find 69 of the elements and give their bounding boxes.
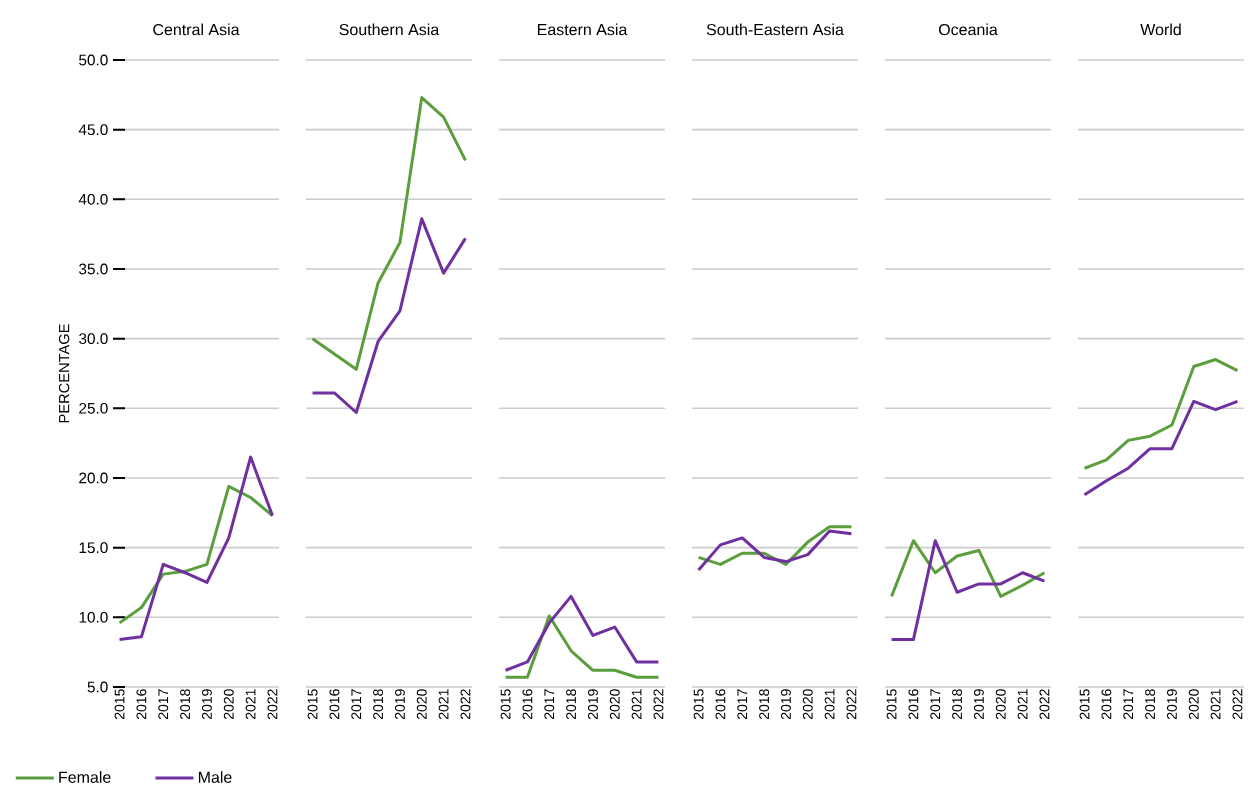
legend-label: Male — [198, 771, 232, 783]
line-series — [118, 484, 274, 625]
y-tick-label: 40.0 — [78, 193, 108, 205]
x-tick-label: 2020 — [1188, 689, 1199, 720]
y-tick-label: 50.0 — [79, 54, 108, 66]
x-tick-label: 2022 — [653, 689, 664, 720]
chart-title: Central Asia — [153, 23, 240, 36]
x-tick-label: 2020 — [416, 689, 427, 720]
y-tick-label: 5.0 — [87, 681, 108, 693]
x-tick-label: 2016 — [908, 689, 919, 720]
x-tick-label: 2018 — [1145, 689, 1156, 720]
x-tick-label: 2015 — [886, 689, 897, 720]
x-tick-label: 2019 — [394, 689, 405, 720]
x-tick-label: 2020 — [995, 689, 1006, 720]
chart-title: Oceania — [938, 23, 998, 36]
x-tick-label: 2017 — [544, 689, 555, 720]
legend-label: Female — [59, 771, 111, 783]
y-tick-label: 25.0 — [79, 402, 108, 414]
x-tick-label: 2017 — [351, 689, 362, 720]
x-tick-label: 2019 — [780, 689, 791, 720]
x-tick-label: 2021 — [631, 689, 642, 720]
x-tick-label: 2021 — [1017, 689, 1028, 720]
x-tick-label: 2022 — [1039, 689, 1050, 720]
x-tick-label: 2022 — [267, 689, 278, 720]
x-tick-label: 2016 — [329, 689, 340, 720]
x-tick-label: 2015 — [114, 689, 125, 720]
x-tick-label: 2015 — [307, 689, 318, 720]
x-tick-label: 2018 — [373, 689, 384, 720]
x-tick-label: 2016 — [1101, 689, 1112, 720]
line-series — [118, 455, 274, 642]
x-tick-label: 2021 — [245, 689, 256, 720]
x-tick-label: 2020 — [802, 689, 813, 720]
x-tick-label: 2015 — [693, 689, 704, 720]
x-tick-label: 2018 — [566, 689, 577, 720]
x-tick-label: 2021 — [1210, 689, 1221, 720]
x-tick-label: 2016 — [715, 689, 726, 720]
x-tick-label: 2021 — [824, 689, 835, 720]
x-tick-label: 2019 — [201, 689, 212, 720]
x-tick-label: 2015 — [1079, 689, 1090, 720]
y-tick-label: 35.0 — [79, 263, 108, 275]
chart-title: Eastern Asia — [537, 23, 628, 36]
x-tick-label: 2019 — [1166, 689, 1177, 720]
y-axis-title: PERCENTAGE — [58, 324, 70, 423]
chart-title: World — [1140, 23, 1181, 36]
chart-title: South-Eastern Asia — [706, 23, 844, 36]
x-tick-label: 2020 — [609, 689, 620, 720]
x-tick-label: 2019 — [973, 689, 984, 720]
x-tick-label: 2021 — [438, 689, 449, 720]
x-tick-label: 2022 — [1232, 689, 1243, 720]
x-tick-label: 2015 — [500, 689, 511, 720]
x-tick-label: 2018 — [759, 689, 770, 720]
x-tick-label: 2022 — [460, 689, 471, 720]
x-tick-label: 2018 — [952, 689, 963, 720]
x-tick-label: 2020 — [223, 689, 234, 720]
y-tick-label: 15.0 — [79, 542, 108, 554]
x-tick-label: 2018 — [180, 689, 191, 720]
y-tick-label: 10.0 — [79, 611, 108, 623]
chart-title: Southern Asia — [339, 23, 440, 36]
x-tick-label: 2016 — [136, 689, 147, 720]
x-tick-label: 2017 — [158, 689, 169, 720]
x-tick-label: 2017 — [737, 689, 748, 720]
y-tick-label: 30.0 — [79, 333, 108, 345]
y-tick-label: 20.0 — [79, 472, 108, 484]
x-tick-label: 2022 — [846, 689, 857, 720]
x-tick-label: 2019 — [587, 689, 598, 720]
y-tick-label: 45.0 — [78, 124, 108, 136]
x-tick-label: 2016 — [522, 689, 533, 720]
x-tick-label: 2017 — [930, 689, 941, 720]
x-tick-label: 2017 — [1123, 689, 1134, 720]
